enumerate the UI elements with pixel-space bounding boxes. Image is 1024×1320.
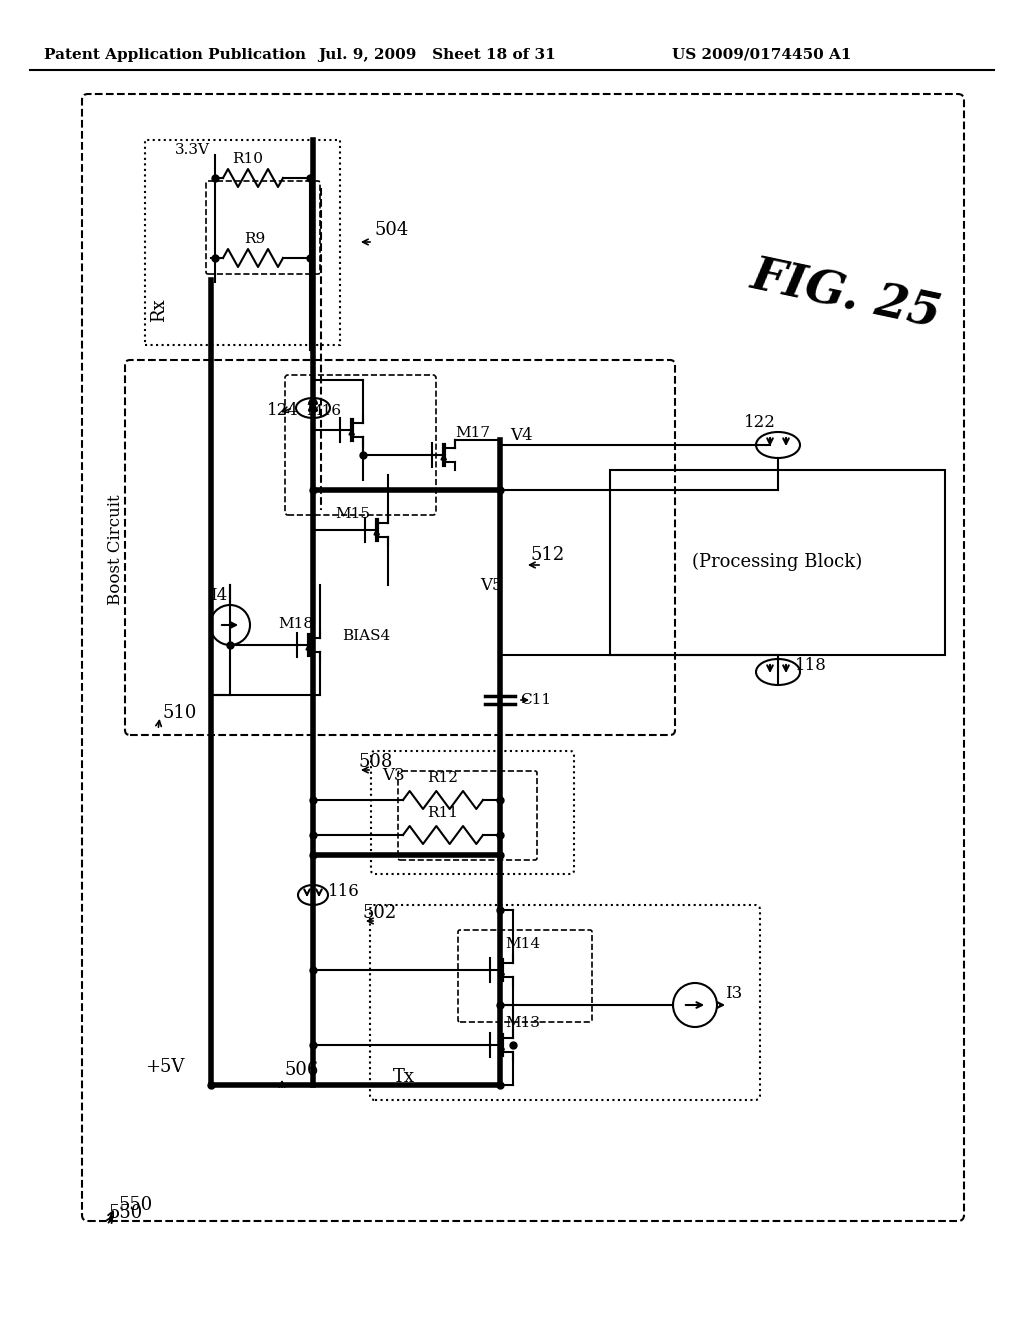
Text: Jul. 9, 2009   Sheet 18 of 31: Jul. 9, 2009 Sheet 18 of 31 <box>318 48 556 62</box>
Text: R11: R11 <box>427 807 459 820</box>
Text: M13: M13 <box>505 1016 540 1030</box>
Text: 506: 506 <box>285 1061 319 1078</box>
Text: R10: R10 <box>232 152 263 166</box>
Text: M17: M17 <box>455 426 490 440</box>
Text: +5V: +5V <box>145 1059 184 1076</box>
Text: V3: V3 <box>382 767 404 784</box>
Text: C11: C11 <box>520 693 551 708</box>
Text: 116: 116 <box>328 883 359 900</box>
Text: 118: 118 <box>795 657 826 675</box>
Bar <box>610 470 945 655</box>
Text: I4: I4 <box>210 587 227 605</box>
Text: M16: M16 <box>306 404 341 418</box>
Text: M14: M14 <box>505 937 540 950</box>
Text: 512: 512 <box>530 546 564 564</box>
Text: 502: 502 <box>362 904 396 921</box>
Text: (Processing Block): (Processing Block) <box>692 553 862 572</box>
Text: US 2009/0174450 A1: US 2009/0174450 A1 <box>672 48 852 62</box>
Text: 122: 122 <box>744 414 776 432</box>
Text: Boost Circuit: Boost Circuit <box>108 495 125 606</box>
Text: 550: 550 <box>118 1196 153 1214</box>
Text: 550: 550 <box>108 1204 142 1222</box>
Text: M18: M18 <box>278 616 313 631</box>
Text: Patent Application Publication: Patent Application Publication <box>44 48 306 62</box>
Text: V5: V5 <box>480 577 503 594</box>
Text: R9: R9 <box>245 232 265 246</box>
Text: FIG. 25: FIG. 25 <box>745 252 944 338</box>
Text: Tx: Tx <box>393 1068 415 1086</box>
Text: I3: I3 <box>725 985 742 1002</box>
Text: 3.3V: 3.3V <box>175 143 210 157</box>
Text: 504: 504 <box>375 220 410 239</box>
Text: 508: 508 <box>358 752 392 771</box>
Text: M15: M15 <box>335 507 370 521</box>
Text: Rx: Rx <box>150 298 168 322</box>
Text: 510: 510 <box>162 704 197 722</box>
Text: 124: 124 <box>267 403 299 418</box>
Text: BIAS4: BIAS4 <box>342 630 390 643</box>
Text: R12: R12 <box>427 771 459 785</box>
Text: V4: V4 <box>510 426 532 444</box>
